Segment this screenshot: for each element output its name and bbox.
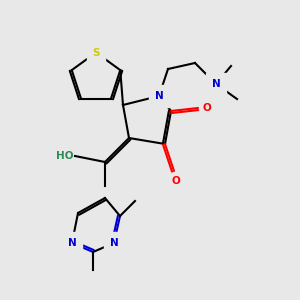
- Text: O: O: [171, 176, 180, 185]
- Text: O: O: [202, 103, 211, 113]
- Text: N: N: [68, 238, 76, 248]
- Text: S: S: [92, 47, 100, 58]
- Text: N: N: [154, 91, 164, 101]
- Text: HO: HO: [56, 151, 74, 161]
- Text: N: N: [110, 238, 118, 248]
- Text: N: N: [212, 79, 220, 89]
